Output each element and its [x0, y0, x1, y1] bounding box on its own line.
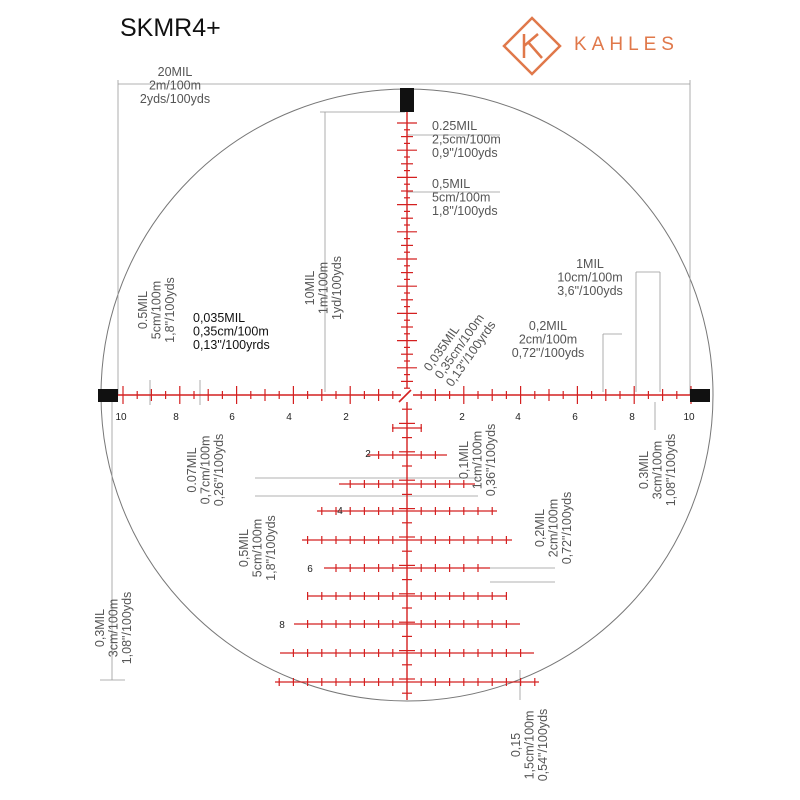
annotation-a02r-line: 0,72"/100yds — [512, 346, 585, 360]
annotation-a03r-line: 1,08"/100yds — [664, 434, 678, 507]
annotation-a025-line: 0,9"/100yds — [432, 146, 498, 160]
left-post — [98, 389, 118, 402]
annotation-a05low-line: 0,5MIL — [237, 529, 251, 567]
h-scale-left-label: 10 — [115, 412, 127, 423]
h-scale-right-label: 6 — [572, 412, 578, 423]
reticle-posts — [98, 88, 710, 402]
annotation-a01-line: 0,36"/100yds — [484, 424, 498, 497]
annotation-a1mil-line: 10cm/100m — [557, 271, 622, 285]
annotation-a007-line: 0.07MIL — [185, 447, 199, 492]
h-scale-right-label: 8 — [629, 412, 635, 423]
annotation-a015: 0,15 1,5cm/100m 0,54"/100yds — [509, 709, 550, 782]
annotation-a1mil-line: 1MIL — [576, 257, 604, 271]
annotation-a03r: 0.3MIL 3cm/100m 1,08"/100yds — [637, 434, 678, 507]
annotation-a0035h-line: 0,035MIL — [193, 311, 245, 325]
annotation-a02low-line: 2cm/100m — [547, 499, 561, 557]
annotation-a05left-line: 0.5MIL — [136, 291, 150, 329]
annotation-a20mil-line: 2m/100m — [149, 79, 201, 93]
annotation-a03r-line: 3cm/100m — [651, 441, 665, 499]
kahles-logo — [502, 16, 562, 76]
v-scale-label: 4 — [337, 506, 343, 517]
annotation-a025-line: 0.25MIL — [432, 119, 477, 133]
h-scale-left-label: 2 — [343, 412, 349, 423]
annotation-a025-line: 2,5cm/100m — [432, 133, 501, 147]
scale-numbers: 10 8 6 4 2 2 4 6 8 10 2 4 6 8 — [115, 412, 695, 631]
page-title: SKMR4+ — [120, 14, 221, 42]
annotation-a05left-line: 1,8"/100yds — [163, 277, 177, 343]
center-dot — [398, 389, 412, 403]
annotation-a015-line: 1,5cm/100m — [523, 711, 537, 780]
annotation-a03l-line: 1,08"/100yds — [120, 592, 134, 665]
annotation-a02r-line: 2cm/100m — [519, 333, 577, 347]
kahles-logo-icon — [502, 16, 562, 76]
v-scale-label: 6 — [307, 564, 313, 575]
annotation-a10mil-line: 10MIL — [303, 271, 317, 306]
h-scale-left-label: 6 — [229, 412, 235, 423]
v-scale-label: 8 — [279, 620, 285, 631]
annotation-a05top-line: 5cm/100m — [432, 191, 490, 205]
annotation-a10mil-line: 1m/100m — [317, 262, 331, 314]
annotation-a015-line: 0,54"/100yds — [536, 709, 550, 782]
annotation-a03l: 0,3MIL 3cm/100m 1,08"/100yds — [93, 592, 134, 665]
annotation-a0035h-line: 0,35cm/100m — [193, 325, 269, 339]
right-post — [690, 389, 710, 402]
annotation-a05low: 0,5MIL 5cm/100m 1,8"/100yds — [237, 515, 278, 581]
annotation-a007-line: 0,7cm/100m — [199, 436, 213, 505]
annotation-a007-line: 0,26"/100yds — [212, 434, 226, 507]
annotation-a0035h-line: 0,13"/100yrds — [193, 338, 270, 352]
h-scale-left-label: 4 — [286, 412, 292, 423]
annotation-a1mil-line: 3,6"/100yds — [557, 284, 623, 298]
annotation-a05left: 0.5MIL 5cm/100m 1,8"/100yds — [136, 277, 177, 343]
annotation-a10mil: 10MIL 1m/100m 1yd/100yds — [303, 256, 344, 320]
kahles-logo-text: KAHLES — [574, 34, 679, 55]
annotation-a05left-line: 5cm/100m — [150, 281, 164, 339]
annotation-a01: 0,1MIL 1cm/100m 0,36"/100yds — [457, 424, 498, 497]
h-scale-right-label: 2 — [459, 412, 465, 423]
annotation-a10mil-line: 1yd/100yds — [330, 256, 344, 320]
annotation-a02r-line: 0,2MIL — [529, 319, 567, 333]
annotation-a015-line: 0,15 — [509, 733, 523, 757]
annotation-a02low-line: 0,2MIL — [533, 509, 547, 547]
annotation-a20mil-line: 20MIL — [158, 65, 193, 79]
annotation-a20mil-line: 2yds/100yds — [140, 92, 210, 106]
v-scale-label: 2 — [365, 449, 371, 460]
annotation-a05top-line: 0,5MIL — [432, 177, 470, 191]
annotation-a01-line: 1cm/100m — [471, 431, 485, 489]
annotation-a03l-line: 3cm/100m — [107, 599, 121, 657]
h-scale-left-label: 8 — [173, 412, 179, 423]
annotation-a05low-line: 5cm/100m — [251, 519, 265, 577]
reticle-marks — [118, 112, 692, 700]
dimension-lines — [100, 80, 691, 700]
annotation-a03l-line: 0,3MIL — [93, 609, 107, 647]
h-scale-right-label: 10 — [683, 412, 695, 423]
annotation-a03r-line: 0.3MIL — [637, 451, 651, 489]
annotation-a007: 0.07MIL 0,7cm/100m 0,26"/100yds — [185, 434, 226, 507]
annotation-a02low: 0,2MIL 2cm/100m 0,72"/100yds — [533, 492, 574, 565]
top-post — [400, 88, 414, 112]
annotation-a01-line: 0,1MIL — [457, 441, 471, 479]
h-scale-right-label: 4 — [515, 412, 521, 423]
annotation-a05low-line: 1,8"/100yds — [264, 515, 278, 581]
annotation-a05top-line: 1,8"/100yds — [432, 204, 498, 218]
annotation-a02low-line: 0,72"/100yds — [560, 492, 574, 565]
